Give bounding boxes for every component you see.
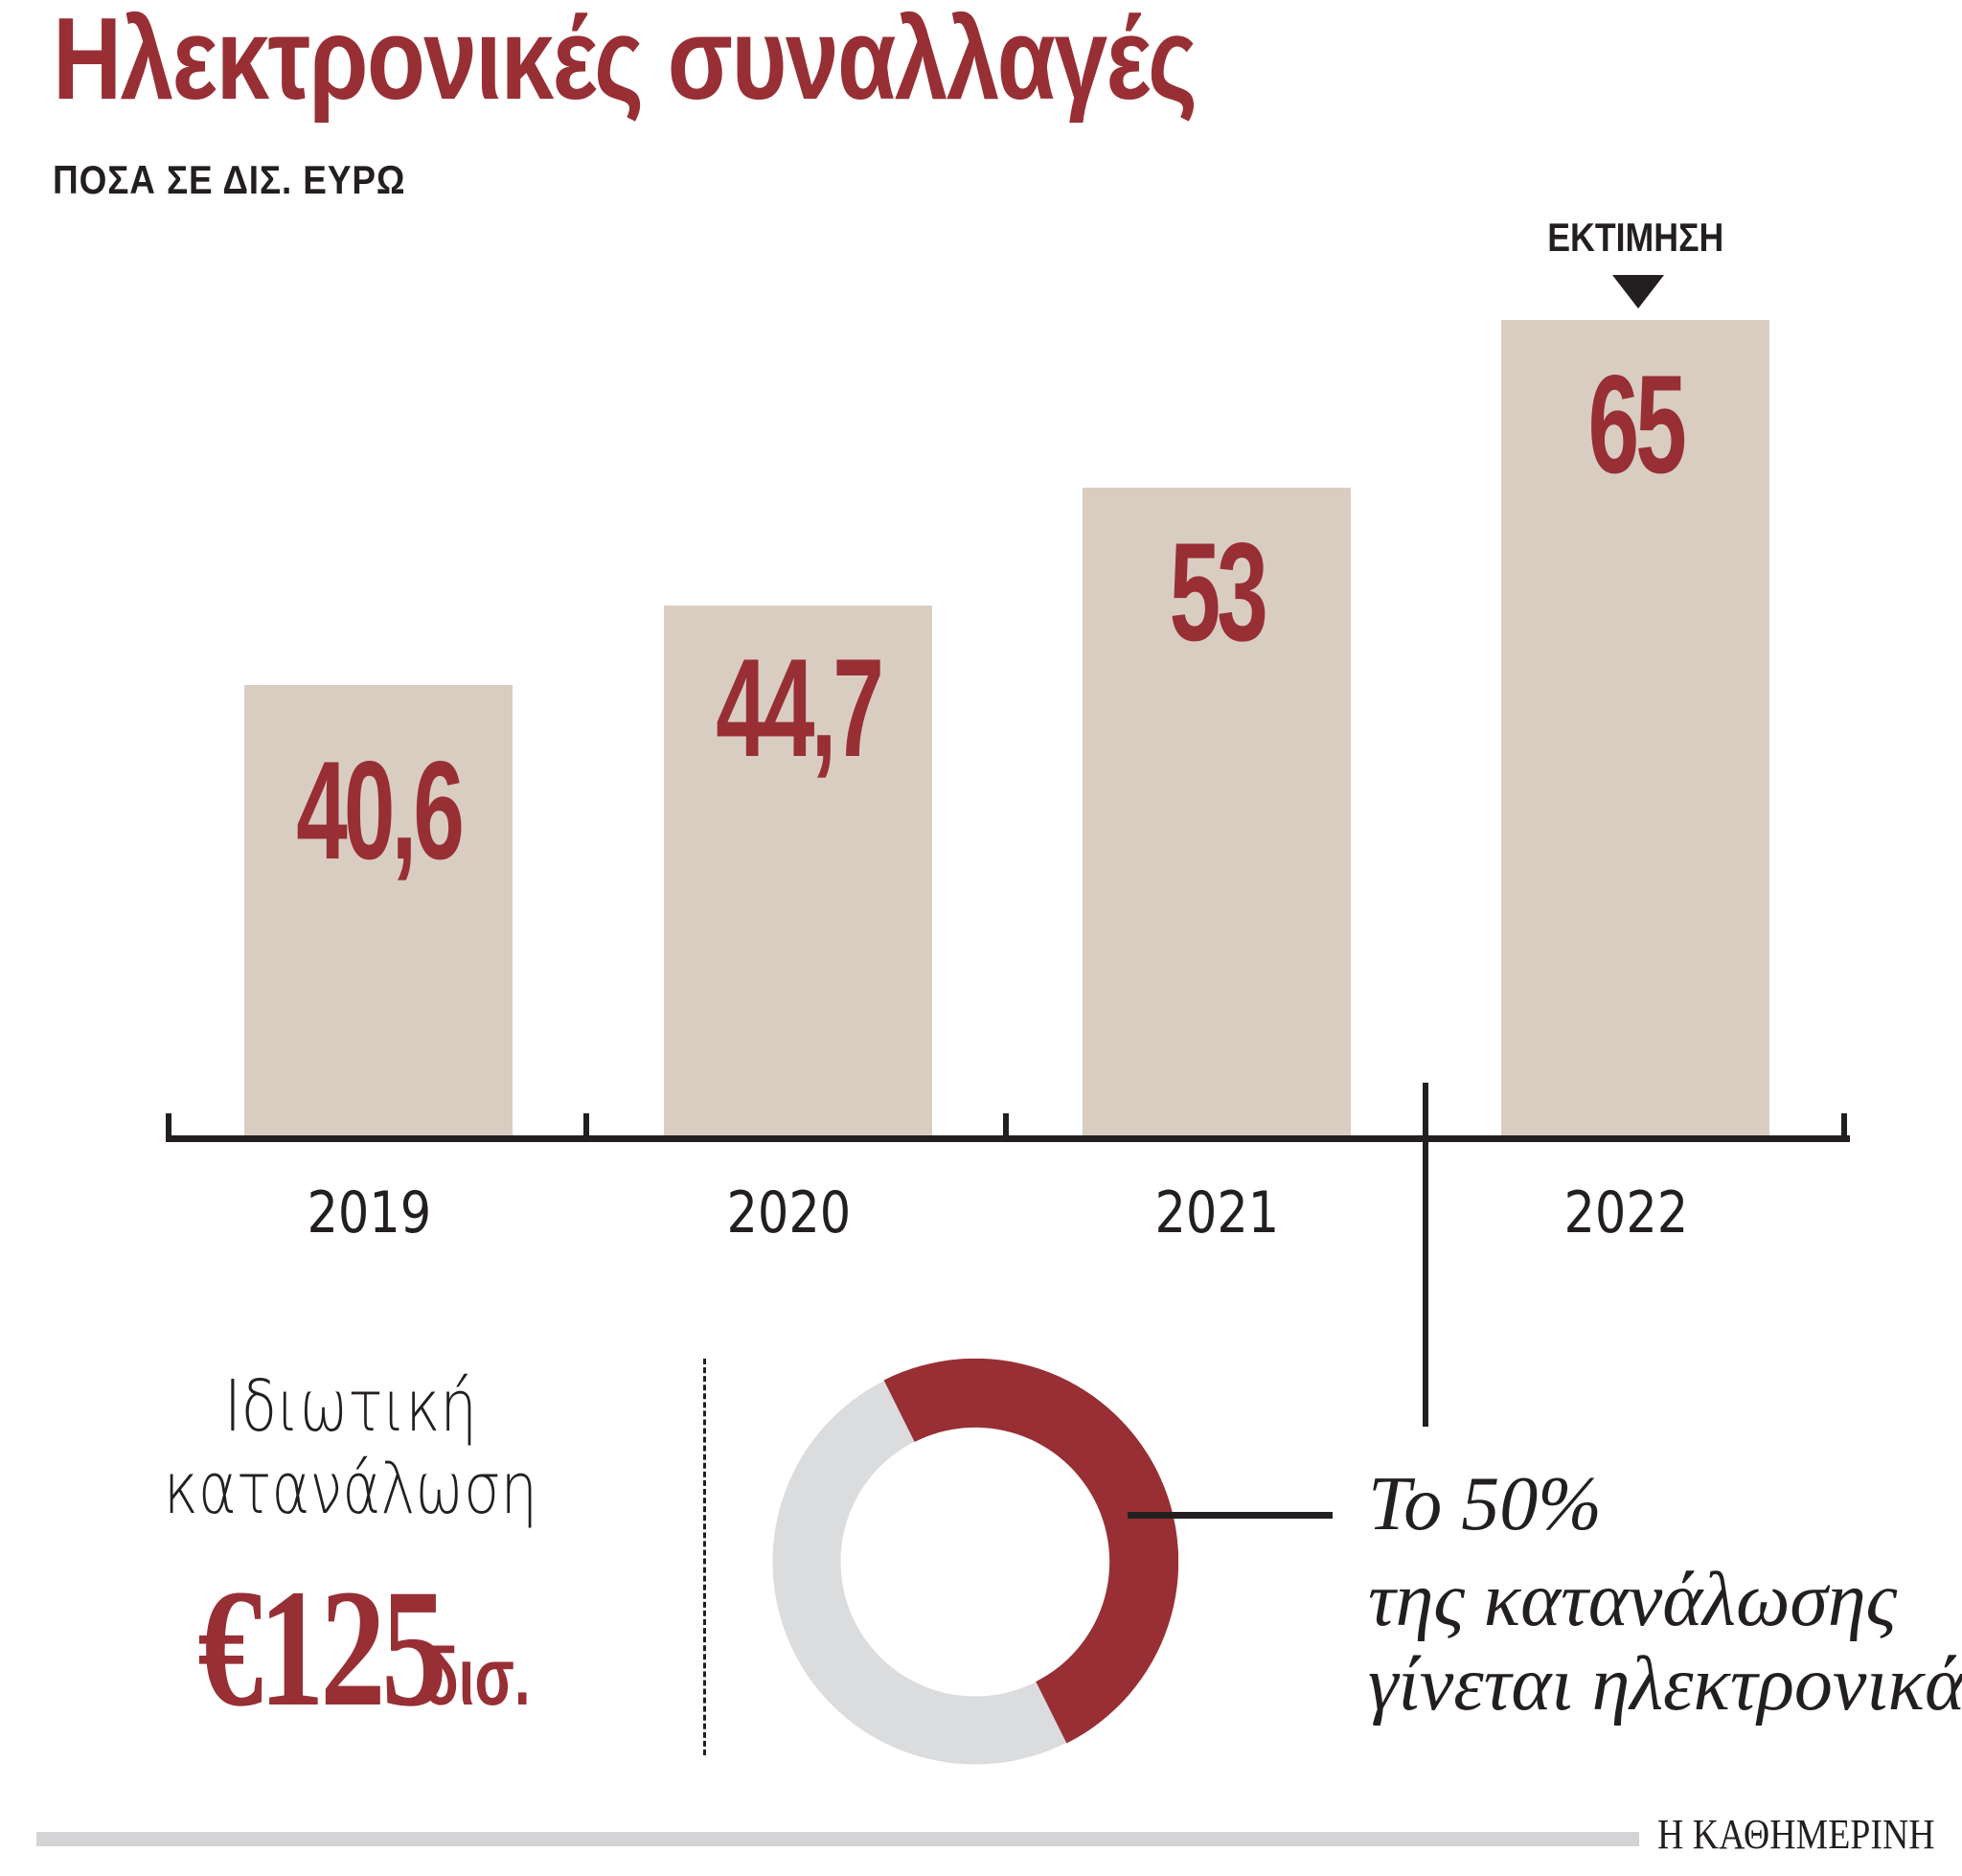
triangle-down-icon xyxy=(1612,275,1664,309)
axis-tick xyxy=(166,1113,171,1142)
bar-2019: 40,6 xyxy=(244,685,513,1137)
consumption-value: €125δισ. xyxy=(102,1565,600,1733)
bar-2020: 44,7 xyxy=(664,606,932,1137)
bar-2022: 65 xyxy=(1501,320,1769,1137)
bar-value-2021: 53 xyxy=(1169,514,1267,670)
estimate-label-text: ΕΚΤΙΜΗΣΗ xyxy=(1546,215,1724,260)
bar-value-2019: 40,6 xyxy=(296,732,465,888)
donut-annotation-line3: γίνεται ηλεκτρονικά xyxy=(1368,1642,1962,1727)
estimate-label: ΕΚΤΙΜΗΣΗ xyxy=(1501,217,1769,259)
year-label-2022: 2022 xyxy=(1563,1179,1688,1247)
consumption-unit: δισ. xyxy=(423,1632,532,1722)
dotted-divider xyxy=(703,1359,706,1755)
consumption-label: Ιδιωτική κατανάλωση xyxy=(102,1365,600,1530)
chart-title: Ηλεκτρονικές συναλλαγές xyxy=(53,0,1198,124)
axis-tick xyxy=(1003,1113,1009,1142)
footer-bar xyxy=(36,1832,1639,1846)
donut-annotation-line2: της κατανάλωσης xyxy=(1368,1558,1898,1642)
brand-text: Η ΚΑΘΗΜΕΡΙΝΗ xyxy=(1657,1811,1935,1858)
donut-chart xyxy=(772,1359,1178,1765)
bar-2021: 53 xyxy=(1083,488,1351,1137)
consumption-label-line2: κατανάλωση xyxy=(163,1448,538,1530)
year-label-2020: 2020 xyxy=(726,1179,851,1247)
donut-annotation-line1: Το 50% xyxy=(1368,1462,1602,1546)
consumption-amount: €125 xyxy=(197,1555,448,1742)
callout-line xyxy=(1128,1512,1333,1519)
axis-tick xyxy=(583,1113,589,1142)
bar-chart: ΕΚΤΙΜΗΣΗ 40,6 44,7 53 65 2019 2020 2021 … xyxy=(166,217,1850,1427)
donut-annotation: Το 50% της κατανάλωσης γίνεται ηλεκτρονι… xyxy=(1368,1456,1962,1732)
axis-tick xyxy=(1841,1113,1847,1142)
bar-value-2022: 65 xyxy=(1587,346,1686,502)
consumption-block: Ιδιωτική κατανάλωση €125δισ. xyxy=(102,1365,600,1739)
estimate-separator xyxy=(1423,1083,1428,1427)
consumption-label-line1: Ιδιωτική xyxy=(224,1365,477,1448)
brand-logo: Η ΚΑΘΗΜΕΡΙΝΗ xyxy=(1657,1814,1962,1856)
chart-subtitle: ΠΟΣΑ ΣΕ ΔΙΣ. ΕΥΡΩ xyxy=(53,157,406,202)
bar-value-2020: 44,7 xyxy=(716,629,884,786)
donut-electronic-slice xyxy=(883,1359,1178,1744)
year-label-2021: 2021 xyxy=(1154,1179,1279,1247)
year-label-2019: 2019 xyxy=(307,1179,431,1247)
